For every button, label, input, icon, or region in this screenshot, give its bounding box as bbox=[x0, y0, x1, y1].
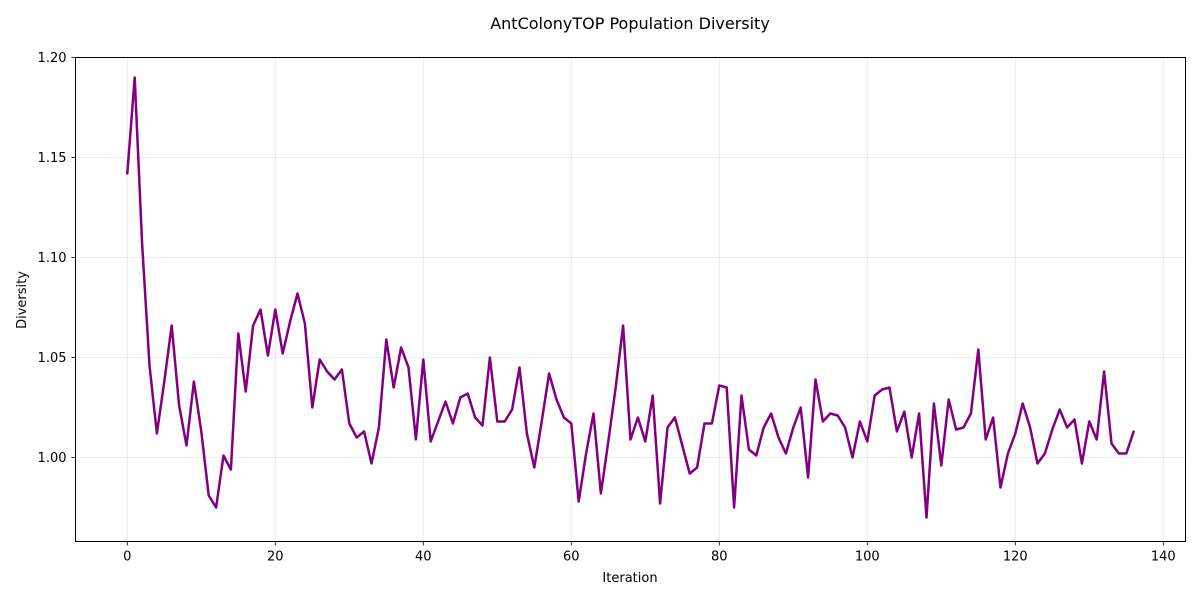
x-tick-label: 40 bbox=[415, 550, 432, 565]
x-axis-label: Iteration bbox=[602, 571, 657, 586]
y-tick-label: 1.05 bbox=[38, 351, 67, 366]
x-tick-label: 100 bbox=[855, 550, 880, 565]
diversity-series-line bbox=[126, 76, 1135, 519]
x-axis: 0 20 40 60 80 100 120 140 bbox=[123, 541, 1176, 565]
x-tick-label: 60 bbox=[563, 550, 580, 565]
chart-title: AntColonyTOP Population Diversity bbox=[490, 14, 770, 33]
y-tick-label: 1.15 bbox=[38, 151, 67, 166]
x-tick-label: 80 bbox=[711, 550, 728, 565]
x-tick-label: 0 bbox=[123, 550, 131, 565]
y-axis: 1.00 1.05 1.10 1.15 1.20 bbox=[38, 51, 76, 466]
plot-frame bbox=[75, 57, 1186, 542]
x-tick-label: 20 bbox=[267, 550, 284, 565]
y-tick-label: 1.00 bbox=[38, 451, 67, 466]
grid bbox=[75, 57, 1186, 542]
y-tick-label: 1.20 bbox=[38, 51, 67, 66]
series-layer bbox=[126, 76, 1135, 519]
y-axis-label: Diversity bbox=[15, 271, 30, 329]
x-tick-label: 140 bbox=[1151, 550, 1176, 565]
x-tick-label: 120 bbox=[1003, 550, 1028, 565]
y-tick-label: 1.10 bbox=[38, 251, 67, 266]
